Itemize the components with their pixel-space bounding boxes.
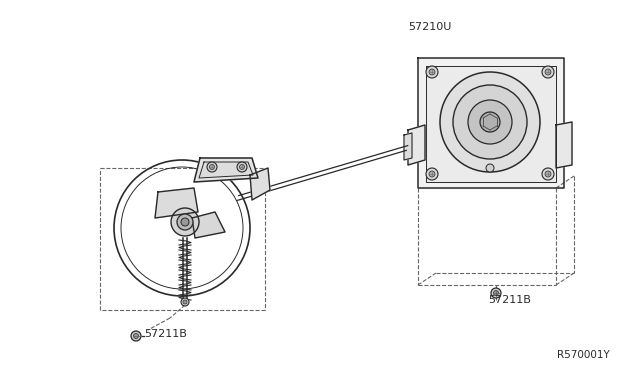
Circle shape <box>171 208 199 236</box>
Circle shape <box>183 300 187 304</box>
Text: 57211B: 57211B <box>488 295 531 305</box>
Polygon shape <box>250 168 270 200</box>
Circle shape <box>453 85 527 159</box>
Circle shape <box>426 66 438 78</box>
Circle shape <box>181 218 189 226</box>
Circle shape <box>542 168 554 180</box>
Circle shape <box>426 168 438 180</box>
Circle shape <box>207 162 217 172</box>
Polygon shape <box>404 133 412 160</box>
Polygon shape <box>199 162 253 178</box>
Polygon shape <box>408 125 425 165</box>
Circle shape <box>480 112 500 132</box>
Circle shape <box>181 298 189 306</box>
Circle shape <box>429 69 435 75</box>
Circle shape <box>429 171 435 177</box>
Circle shape <box>237 162 247 172</box>
Text: R570001Y: R570001Y <box>557 350 610 360</box>
Circle shape <box>493 291 499 295</box>
Polygon shape <box>418 58 564 188</box>
Circle shape <box>209 164 214 170</box>
Circle shape <box>545 171 551 177</box>
Polygon shape <box>556 122 572 168</box>
Polygon shape <box>192 212 225 238</box>
Circle shape <box>177 214 193 230</box>
Text: 57210U: 57210U <box>408 22 451 32</box>
Circle shape <box>491 288 501 298</box>
Circle shape <box>486 164 494 172</box>
Circle shape <box>545 69 551 75</box>
Polygon shape <box>194 158 258 182</box>
Polygon shape <box>155 188 198 218</box>
Circle shape <box>239 164 244 170</box>
Circle shape <box>134 334 138 339</box>
Circle shape <box>131 331 141 341</box>
Circle shape <box>440 72 540 172</box>
Circle shape <box>468 100 512 144</box>
Text: 57211B: 57211B <box>144 329 187 339</box>
Polygon shape <box>426 66 556 182</box>
Circle shape <box>542 66 554 78</box>
